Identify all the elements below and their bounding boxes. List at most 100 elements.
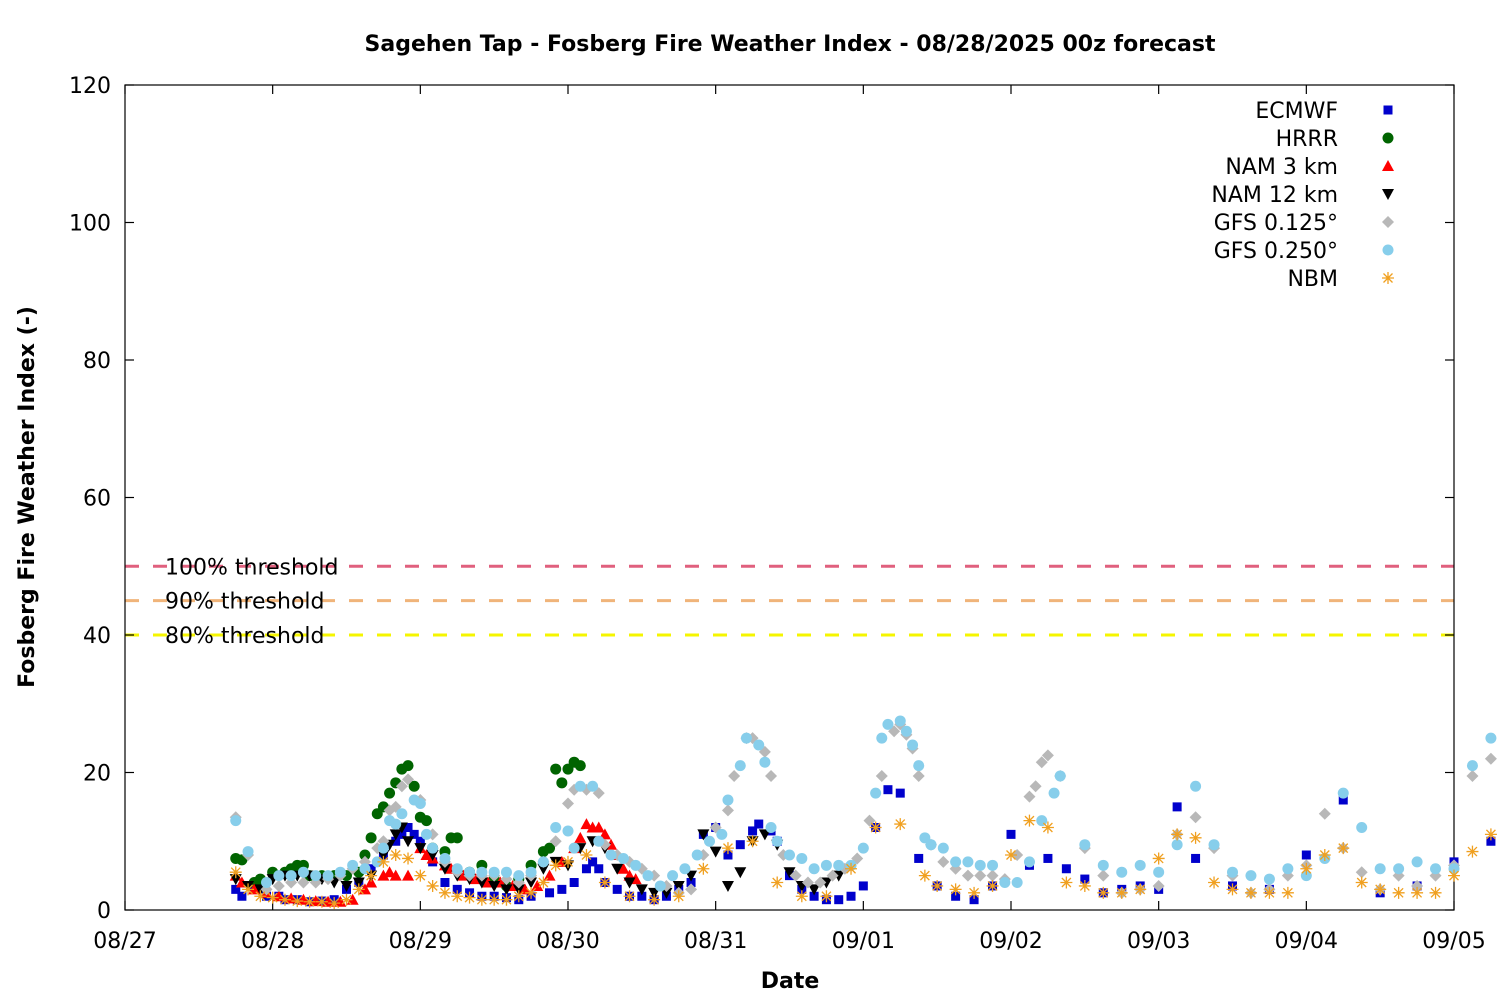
x-axis-label: Date — [761, 969, 820, 994]
data-point — [759, 756, 771, 768]
data-point — [545, 888, 555, 898]
data-point — [476, 866, 488, 878]
data-point — [402, 836, 415, 848]
data-point — [1208, 876, 1221, 889]
data-point — [654, 880, 666, 892]
data-point — [968, 886, 981, 899]
data-point — [1080, 874, 1090, 884]
data-point — [242, 846, 254, 858]
legend: ECMWF HRRR NAM 3 km NAM 12 km GFS 0.125° GFS … — [1211, 99, 1394, 292]
plot-axes: 0 20 40 60 80 100 120 08/27 08/28 08/29 08/30 08/31… — [69, 74, 1486, 954]
data-point — [1392, 886, 1405, 899]
y-tick-label: 80 — [83, 349, 111, 374]
data-point — [1355, 876, 1368, 889]
data-point — [365, 869, 378, 882]
data-point — [834, 895, 844, 905]
threshold-label-2: 90% threshold — [165, 590, 325, 615]
data-point — [397, 829, 407, 839]
data-point — [1134, 859, 1146, 871]
data-point — [721, 842, 734, 855]
data-point — [796, 852, 808, 864]
data-point — [754, 819, 764, 829]
data-point — [801, 876, 814, 889]
data-point — [409, 829, 419, 839]
data-point — [389, 829, 402, 841]
data-point — [931, 879, 944, 892]
data-point — [500, 866, 512, 878]
data-point — [328, 897, 341, 910]
data-point — [937, 842, 949, 854]
data-point — [1301, 850, 1311, 860]
data-point — [1374, 863, 1386, 875]
data-point — [1227, 866, 1238, 878]
data-point — [242, 883, 255, 896]
data-point — [562, 825, 574, 837]
data-point — [783, 867, 796, 879]
data-point — [556, 777, 568, 789]
data-point — [420, 828, 432, 840]
data-point — [1300, 870, 1312, 882]
data-point — [1484, 828, 1497, 841]
data-point — [612, 884, 622, 894]
data-point — [415, 836, 425, 846]
data-point — [913, 760, 925, 772]
data-point — [1191, 853, 1201, 863]
data-point — [580, 818, 593, 830]
data-point — [389, 869, 402, 881]
legend-marker — [1382, 272, 1394, 284]
data-point — [961, 869, 974, 882]
data-point — [500, 884, 513, 896]
legend-label: NAM 12 km — [1211, 183, 1338, 208]
data-point — [562, 855, 574, 868]
data-point — [513, 870, 525, 882]
data-point — [721, 804, 734, 817]
data-point — [1356, 822, 1368, 833]
data-point — [488, 893, 501, 906]
data-point — [1430, 863, 1442, 875]
data-point — [1097, 886, 1110, 899]
x-tick-label: 09/01 — [832, 929, 895, 954]
data-point — [1448, 863, 1460, 875]
data-point — [550, 822, 562, 833]
y-axis-label: Fosberg Fire Weather Index (-) — [15, 306, 40, 688]
x-tick-label: 09/02 — [979, 929, 1042, 954]
data-point — [414, 797, 426, 809]
data-point — [937, 855, 950, 868]
data-point — [278, 893, 291, 906]
data-point — [475, 877, 488, 889]
data-point — [1337, 787, 1349, 799]
data-point — [1115, 886, 1128, 899]
data-point — [574, 780, 586, 792]
data-point — [895, 788, 905, 798]
data-point — [685, 870, 698, 882]
data-point — [1484, 752, 1497, 765]
legend-label: HRRR — [1276, 127, 1338, 152]
data-point — [1208, 839, 1220, 851]
data-points — [229, 715, 1497, 910]
data-point — [475, 893, 488, 906]
data-point — [402, 773, 415, 786]
data-point — [420, 815, 432, 827]
data-point — [427, 842, 439, 854]
data-point — [549, 859, 562, 872]
data-point — [883, 785, 893, 795]
data-point — [1078, 879, 1091, 892]
data-point — [500, 893, 513, 906]
data-point — [588, 857, 598, 867]
data-point — [598, 828, 611, 840]
data-point — [951, 891, 961, 901]
data-point — [969, 895, 979, 905]
data-point — [635, 884, 648, 896]
data-point — [322, 870, 334, 882]
data-point — [383, 866, 396, 878]
data-point — [1337, 842, 1350, 855]
data-point — [592, 821, 605, 833]
data-point — [667, 870, 679, 882]
data-point — [1061, 864, 1071, 874]
data-point — [593, 835, 605, 847]
data-point — [986, 879, 999, 892]
data-point — [1300, 862, 1313, 875]
data-point — [439, 852, 451, 864]
legend-label: ECMWF — [1255, 99, 1338, 124]
data-point — [672, 890, 685, 903]
